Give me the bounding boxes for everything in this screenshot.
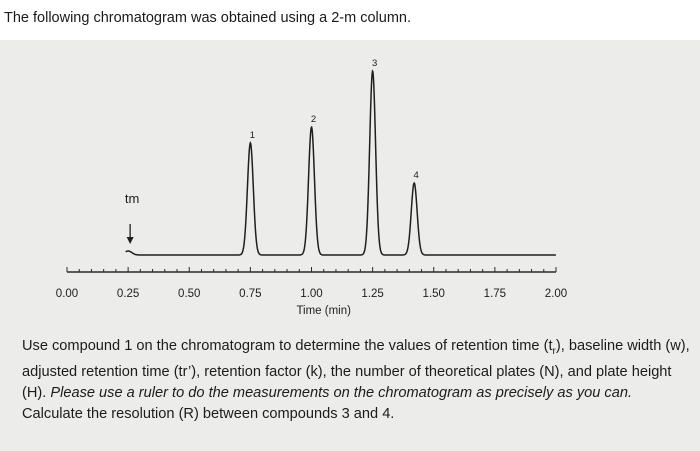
x-tick-label: 1.50 bbox=[423, 288, 445, 300]
x-tick-label: 1.00 bbox=[300, 288, 322, 300]
x-axis-label: Time (min) bbox=[296, 305, 351, 317]
x-tick-label: 0.25 bbox=[117, 288, 139, 300]
question-heading: The following chromatogram was obtained … bbox=[4, 10, 412, 26]
x-tick-label: 0.75 bbox=[239, 288, 261, 300]
peak-label: 2 bbox=[311, 114, 316, 125]
x-tick-label: 2.00 bbox=[545, 288, 567, 300]
instruction-paragraph-1: Use compound 1 on the chromatogram to de… bbox=[22, 338, 690, 401]
instruction-paragraph-2: Calculate the resolution (R) between com… bbox=[22, 405, 395, 422]
dead-time-label: tm bbox=[125, 191, 139, 206]
header-bar bbox=[0, 0, 700, 40]
x-tick-label: 1.25 bbox=[361, 288, 383, 300]
x-tick-label: 0.00 bbox=[56, 288, 78, 300]
x-tick-label: 0.50 bbox=[178, 288, 200, 300]
dead-time-arrow-icon bbox=[126, 237, 134, 244]
x-tick-label: 1.75 bbox=[484, 288, 506, 300]
peak-label: 3 bbox=[372, 58, 377, 69]
peak-label: 1 bbox=[250, 130, 255, 141]
peak-label: 4 bbox=[414, 170, 419, 181]
chromatogram-chart: 0.00 0.25 0.50 0.75 1.00 1.25 1.50 1.75 2.00 Time… bbox=[56, 58, 567, 317]
chromatogram-trace bbox=[125, 69, 556, 256]
question-instructions: Use compound 1 on the chromatogram to de… bbox=[22, 336, 692, 425]
